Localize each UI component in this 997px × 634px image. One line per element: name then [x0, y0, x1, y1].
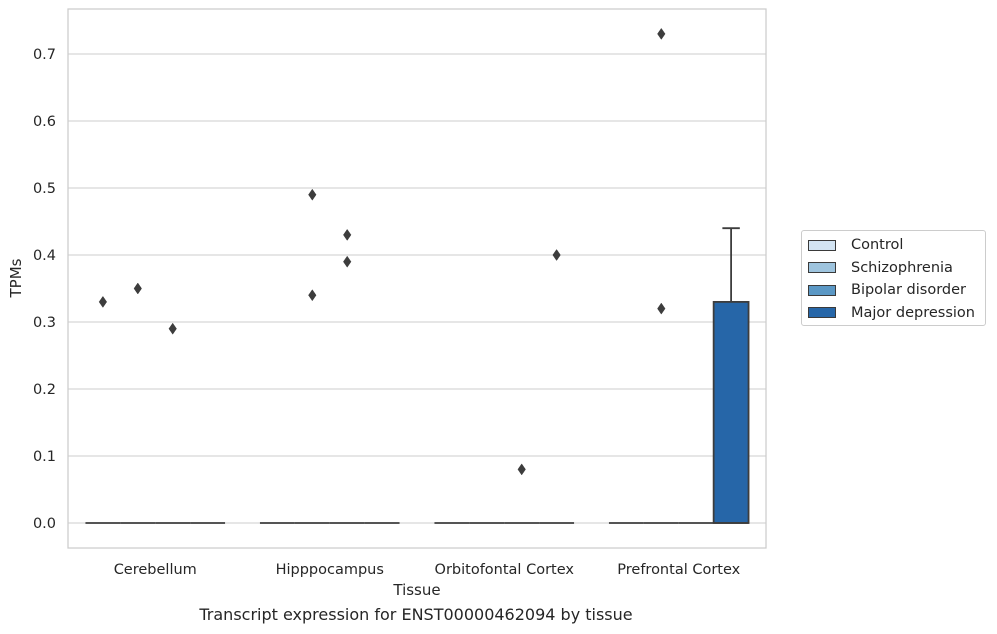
outlier-point	[343, 228, 352, 241]
box-major-depression	[539, 249, 575, 524]
outlier-point	[657, 27, 666, 40]
chart-marks	[85, 27, 750, 524]
outlier-point	[308, 289, 317, 302]
outlier-point	[308, 188, 317, 201]
x-tick-labels: Cerebellum Hipppocampus Orbitofontal Corte…	[114, 562, 741, 578]
x-tick-label: Cerebellum	[114, 562, 197, 578]
y-axis-label: TPMs	[7, 258, 25, 298]
box-bipolar-disorder	[155, 322, 191, 524]
plot-frame	[67, 8, 767, 549]
legend-item: Schizophrenia	[808, 258, 953, 278]
box-body	[712, 300, 750, 524]
outlier-point	[517, 463, 526, 476]
box-bipolar-disorder	[504, 463, 540, 524]
y-tick-label: 0.5	[33, 181, 56, 197]
outlier-point	[657, 302, 666, 315]
legend: Control Schizophrenia Bipolar disorder Majo…	[801, 230, 986, 326]
legend-swatch	[808, 284, 836, 296]
x-axis-label: Tissue	[392, 581, 440, 599]
x-tick-label: Orbitofontal Cortex	[435, 562, 575, 578]
box-bipolar-disorder	[329, 228, 365, 524]
chart-caption: Transcript expression for ENST0000046209…	[199, 605, 633, 624]
legend-item: Control	[808, 235, 903, 255]
outlier-point	[343, 255, 352, 268]
legend-swatch	[808, 239, 836, 251]
box-schizophrenia	[294, 188, 330, 524]
legend-label: Major depression	[851, 304, 975, 321]
gridlines	[68, 53, 766, 524]
y-tick-label: 0.0	[33, 516, 56, 532]
legend-label: Bipolar disorder	[851, 282, 966, 298]
box-schizophrenia	[643, 27, 679, 524]
x-tick-label: Prefrontal Cortex	[617, 562, 740, 578]
legend-item: Bipolar disorder	[808, 280, 966, 300]
y-tick-label: 0.6	[33, 114, 56, 130]
legend-swatch	[808, 307, 836, 318]
y-tick-label: 0.4	[33, 248, 56, 264]
x-tick-label: Hipppocampus	[276, 562, 384, 578]
y-tick-label: 0.2	[33, 382, 56, 398]
legend-label: Schizophrenia	[851, 259, 953, 276]
y-tick-label: 0.3	[33, 315, 56, 331]
legend-label: Control	[851, 237, 904, 253]
outlier-point	[133, 282, 142, 295]
legend-swatch	[808, 262, 836, 273]
box-control	[85, 295, 121, 524]
y-tick-label: 0.7	[33, 47, 56, 63]
y-tick-label: 0.1	[33, 449, 56, 465]
box-major-depression	[712, 227, 750, 524]
outlier-point	[552, 249, 561, 261]
outlier-point	[168, 322, 177, 335]
box-schizophrenia	[120, 282, 156, 524]
outlier-point	[98, 295, 108, 308]
legend-item: Major depression	[808, 303, 975, 323]
y-tick-labels: 0.0 0.1 0.2 0.3 0.4 0.5 0.6 0.7	[33, 47, 56, 532]
